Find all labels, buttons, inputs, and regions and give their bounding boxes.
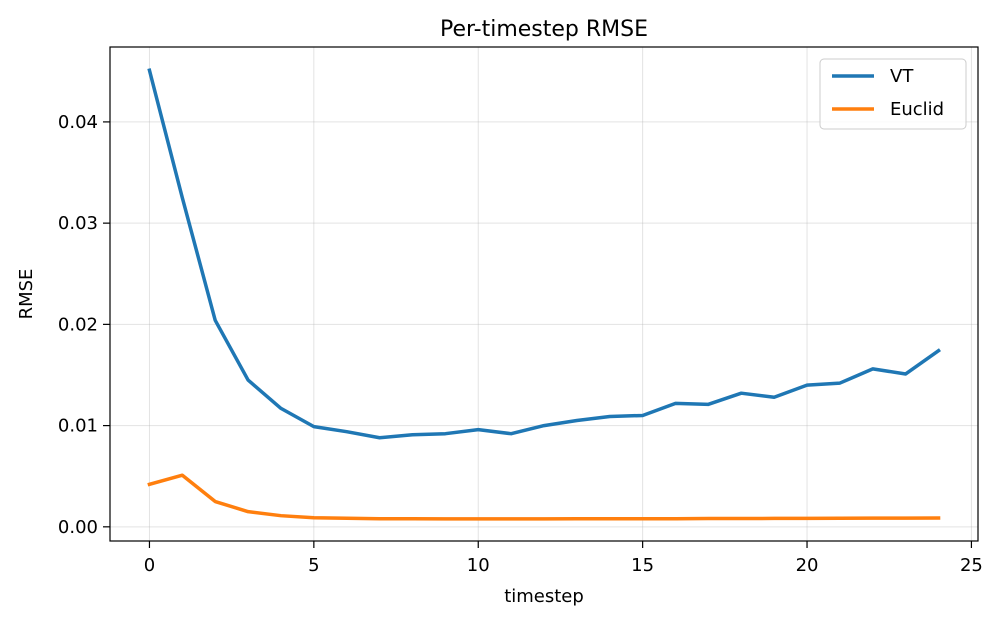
x-tick-label: 15 — [631, 555, 654, 576]
legend: VT Euclid — [819, 58, 967, 130]
series-line-vt — [147, 68, 941, 440]
series-lines — [147, 68, 941, 521]
plot-frame — [109, 46, 979, 542]
x-tick-label: 5 — [308, 555, 319, 576]
legend-label-vt: VT — [890, 66, 914, 87]
x-tick-label: 10 — [467, 555, 490, 576]
legend-label-euclid: Euclid — [890, 99, 944, 120]
y-axis-label: RMSE — [16, 269, 37, 320]
x-tick-label: 0 — [144, 555, 155, 576]
y-tick-label: 0.00 — [58, 517, 98, 538]
y-tick-label: 0.04 — [58, 112, 98, 133]
y-axis-ticks: 0.00 0.01 0.02 0.03 0.04 — [58, 112, 110, 538]
x-axis-label: timestep — [504, 586, 584, 607]
series-line-euclid — [147, 473, 941, 521]
y-tick-label: 0.02 — [58, 314, 98, 335]
x-tick-label: 20 — [796, 555, 819, 576]
x-axis-ticks: 0 5 10 15 20 25 — [144, 541, 983, 576]
y-tick-label: 0.03 — [58, 213, 98, 234]
chart-title: Per-timestep RMSE — [440, 17, 648, 42]
y-tick-label: 0.01 — [58, 416, 98, 437]
x-tick-label: 25 — [960, 555, 983, 576]
